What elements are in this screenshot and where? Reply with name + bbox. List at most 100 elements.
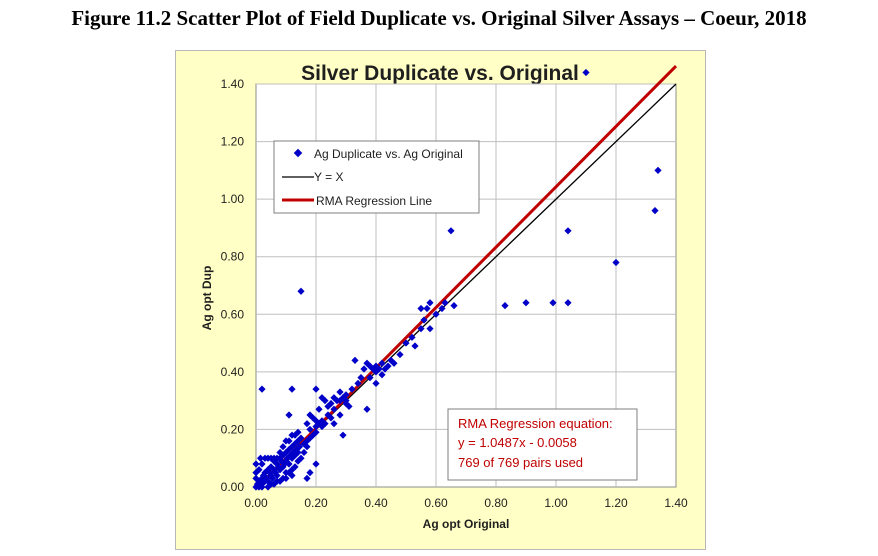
data-point: [306, 425, 314, 434]
annotation-box: [447, 408, 638, 481]
data-point: [297, 287, 305, 295]
x-tick-label: 1.40: [664, 496, 688, 510]
data-point: [312, 428, 320, 436]
data-point: [342, 397, 350, 405]
data-point: [285, 411, 293, 419]
data-point: [312, 417, 320, 425]
tick-labels: 0.00 0.20 0.40 0.60 0.80 1.00 1.20 1.40 0.00 0.20…: [221, 77, 688, 510]
data-point: [363, 405, 371, 413]
data-point: [312, 460, 320, 468]
annotation-line-2: y = 1.0487x - 0.0058: [458, 435, 577, 450]
data-point: [420, 316, 428, 324]
data-point: [276, 448, 284, 457]
data-point: [264, 483, 272, 491]
data-point: [279, 443, 287, 451]
data-point: [549, 299, 557, 307]
legend: Ag Duplicate vs. Ag Original Y = X RMA R…: [273, 140, 480, 214]
data-point: [345, 402, 353, 410]
data-point: [252, 469, 260, 477]
y-tick-label: 0.00: [221, 480, 245, 494]
y-tick-label: 0.20: [221, 422, 245, 436]
data-point: [426, 325, 434, 333]
data-point: [258, 460, 266, 468]
data-point: [357, 374, 365, 382]
data-point: [612, 258, 620, 267]
data-point: [295, 443, 304, 451]
data-point: [447, 227, 455, 235]
data-point: [411, 342, 419, 350]
data-point: [300, 448, 308, 457]
data-point: [282, 469, 290, 477]
data-point: [330, 420, 338, 428]
data-point: [268, 474, 277, 482]
data-point: [423, 304, 431, 313]
y-axis-label: Ag opt Dup: [200, 266, 214, 331]
data-point: [258, 385, 266, 393]
data-point: [258, 483, 266, 491]
legend-entry-identity: Y = X: [314, 170, 343, 184]
y-tick-label: 1.40: [221, 77, 245, 91]
data-point: [366, 374, 374, 382]
chart-title: Silver Duplicate vs. Original: [301, 62, 579, 85]
data-point: [294, 428, 302, 436]
data-point: [276, 477, 284, 485]
data-point: [351, 356, 359, 364]
data-point: [315, 405, 323, 413]
x-tick-label: 0.80: [484, 496, 508, 510]
y-tick-label: 0.80: [221, 250, 245, 264]
data-point: [288, 471, 296, 480]
data-point: [256, 454, 265, 462]
regression-annotation: RMA Regression equation: y = 1.0487x - 0…: [447, 408, 638, 481]
legend-marker-points: [293, 148, 303, 158]
data-point: [501, 302, 509, 310]
data-point: [432, 310, 440, 318]
data-point: [417, 304, 425, 313]
data-point: [564, 299, 572, 307]
data-point: [288, 385, 296, 393]
data-point: [450, 302, 458, 310]
data-point: [564, 227, 572, 235]
data-point: [384, 362, 392, 370]
data-point: [378, 359, 386, 367]
data-point: [318, 394, 326, 402]
data-point: [396, 350, 404, 359]
data-point: [375, 365, 383, 373]
y-tick-label: 0.60: [221, 307, 245, 321]
data-point: [294, 448, 302, 457]
data-point: [303, 420, 311, 428]
x-tick-label: 1.00: [544, 496, 568, 510]
data-point: [522, 299, 530, 307]
x-axis-label: Ag opt Original: [423, 517, 510, 531]
legend-entry-points: Ag Duplicate vs. Ag Original: [314, 147, 463, 161]
x-tick-label: 0.00: [244, 496, 268, 510]
data-point: [252, 460, 260, 468]
y-tick-label: 1.20: [221, 135, 245, 149]
data-point: [282, 474, 290, 482]
annotation-line-1: RMA Regression equation:: [458, 416, 613, 431]
y-tick-label: 0.40: [221, 365, 245, 379]
data-points: [252, 68, 662, 491]
data-point: [402, 339, 410, 347]
figure-title: Figure 11.2 Scatter Plot of Field Duplic…: [71, 6, 807, 30]
data-point: [408, 333, 416, 341]
data-point: [336, 388, 344, 396]
data-point: [336, 411, 344, 419]
data-point: [297, 454, 305, 462]
data-point: [582, 68, 590, 77]
data-point: [654, 166, 662, 174]
data-point: [327, 414, 335, 422]
data-point: [285, 460, 293, 468]
data-point: [252, 474, 260, 482]
data-point: [426, 299, 434, 307]
data-point: [441, 299, 449, 307]
data-point: [378, 371, 386, 379]
x-tick-label: 1.20: [604, 496, 628, 510]
x-tick-label: 0.20: [304, 496, 328, 510]
data-point: [390, 359, 398, 367]
data-point: [297, 434, 305, 442]
data-point: [417, 325, 425, 333]
data-point: [312, 385, 320, 393]
data-point: [651, 207, 659, 215]
data-point: [330, 405, 338, 413]
